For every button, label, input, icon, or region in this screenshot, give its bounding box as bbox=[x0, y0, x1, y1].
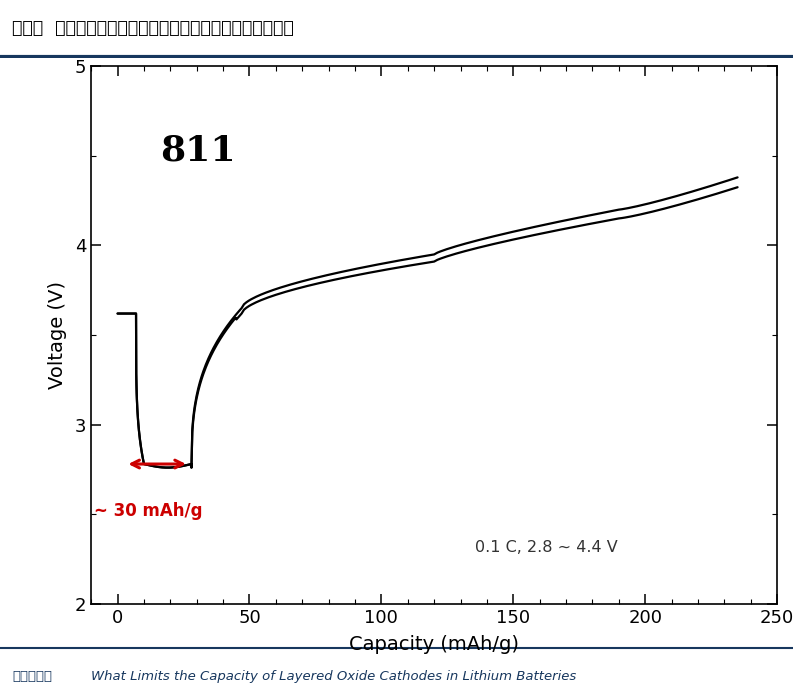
Text: ~ 30 mAh/g: ~ 30 mAh/g bbox=[94, 502, 202, 519]
Text: 图表：  室温下高镍三元正极材料第一次循环的容量变化情况: 图表： 室温下高镍三元正极材料第一次循环的容量变化情况 bbox=[12, 19, 293, 37]
Text: 资料来源：: 资料来源： bbox=[12, 669, 52, 683]
Text: 811: 811 bbox=[160, 133, 236, 168]
Y-axis label: Voltage (V): Voltage (V) bbox=[48, 281, 67, 389]
Text: 0.1 C, 2.8 ~ 4.4 V: 0.1 C, 2.8 ~ 4.4 V bbox=[475, 540, 618, 556]
Text: What Limits the Capacity of Layered Oxide Cathodes in Lithium Batteries: What Limits the Capacity of Layered Oxid… bbox=[91, 669, 577, 683]
X-axis label: Capacity (mAh/g): Capacity (mAh/g) bbox=[349, 635, 519, 654]
